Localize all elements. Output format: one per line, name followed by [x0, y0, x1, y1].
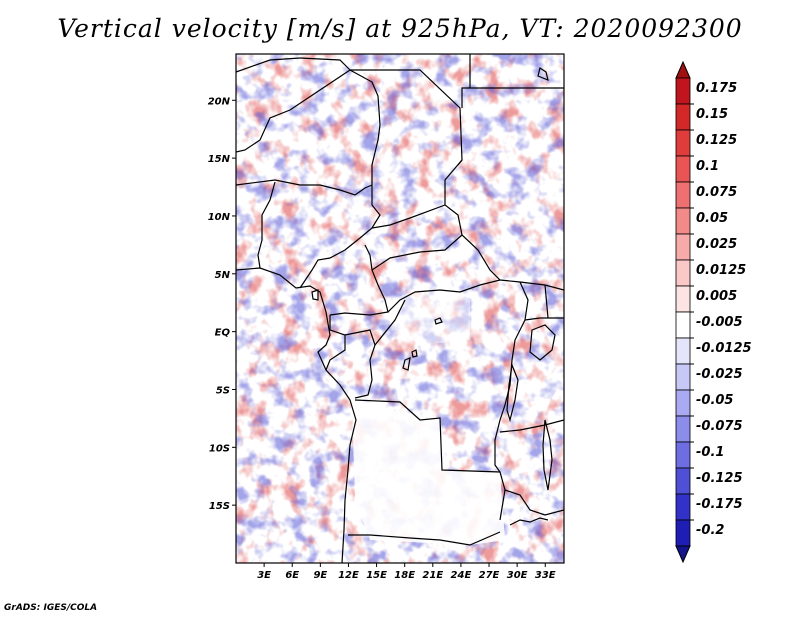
colorbar-swatch — [675, 207, 691, 235]
lat-tick-label: 5N — [215, 270, 231, 281]
colorbar-label: -0.0125 — [696, 341, 752, 356]
colorbar-swatch — [675, 519, 691, 547]
colorbar-label: -0.05 — [696, 393, 733, 408]
colorbar-label: 0.1 — [696, 159, 719, 174]
lat-tick-label: 15N — [208, 154, 231, 165]
lon-tick-label: 3E — [257, 570, 271, 581]
colorbar-swatch — [675, 441, 691, 469]
lat-tick-label: 5S — [216, 385, 230, 396]
colorbar-swatch — [675, 103, 691, 131]
lon-tick-label: 21E — [422, 570, 443, 581]
colorbar-label: 0.15 — [696, 107, 728, 122]
lat-tick-label: 20N — [208, 96, 231, 107]
lon-tick-label: 30E — [507, 570, 528, 581]
colorbar-top-arrow — [675, 60, 691, 79]
colorbar-label: -0.175 — [696, 497, 743, 512]
colorbar-label: -0.125 — [696, 471, 743, 486]
footer-credit: GrADS: IGES/COLA — [4, 603, 98, 613]
lon-tick-label: 9E — [313, 570, 327, 581]
lon-tick-label: 12E — [338, 570, 359, 581]
colorbar-label: 0.125 — [696, 133, 737, 148]
colorbar-swatch — [675, 129, 691, 157]
map-field — [236, 54, 564, 563]
colorbar-label: -0.075 — [696, 419, 743, 434]
lon-tick-label: 18E — [394, 570, 415, 581]
lon-tick-label: 15E — [366, 570, 387, 581]
colorbar-swatch — [675, 285, 691, 313]
colorbar-label: 0.175 — [696, 81, 737, 96]
colorbar-swatch — [675, 311, 691, 339]
colorbar-label: 0.0125 — [696, 263, 746, 278]
colorbar-swatch — [675, 389, 691, 417]
colorbar-swatch — [675, 155, 691, 183]
lon-tick-label: 24E — [451, 570, 472, 581]
colorbar-swatch — [675, 415, 691, 443]
latitude-axis: 20N 15N 10N 5N EQ 5S 10S 15S — [208, 96, 236, 512]
colorbar-label: 0.025 — [696, 237, 737, 252]
colorbar-swatch — [675, 181, 691, 209]
colorbar-swatch — [675, 77, 691, 105]
lat-tick-label: 15S — [209, 501, 230, 512]
colorbar-bottom-arrow — [675, 545, 691, 564]
colorbar-label: 0.005 — [696, 289, 737, 304]
lon-tick-label: 33E — [535, 570, 556, 581]
colorbar: 0.175 0.15 0.125 0.1 0.075 0.05 0.025 0.0125 0.0… — [675, 60, 752, 564]
colorbar-swatch — [675, 363, 691, 391]
country-borders — [236, 54, 564, 563]
lat-tick-label: 10N — [208, 212, 231, 223]
colorbar-label: -0.025 — [696, 367, 743, 382]
colorbar-swatch — [675, 493, 691, 521]
lon-tick-label: 27E — [479, 570, 500, 581]
map-frame — [235, 53, 565, 564]
longitude-axis: 3E 6E 9E 12E 15E 18E 21E 24E 27E 30E 33E — [257, 563, 556, 581]
lon-tick-label: 6E — [285, 570, 299, 581]
lat-tick-label: 10S — [209, 443, 230, 454]
colorbar-swatch — [675, 259, 691, 287]
chart-title: Vertical velocity [m/s] at 925hPa, VT: 2… — [57, 14, 743, 43]
colorbar-label: 0.075 — [696, 185, 737, 200]
colorbar-swatch — [675, 233, 691, 261]
colorbar-label: -0.2 — [696, 523, 724, 538]
colorbar-label: 0.05 — [696, 211, 728, 226]
lat-tick-label: EQ — [215, 328, 231, 339]
colorbar-swatch — [675, 467, 691, 495]
colorbar-label: -0.1 — [696, 445, 724, 460]
colorbar-swatch — [675, 337, 691, 365]
colorbar-label: -0.005 — [696, 315, 743, 330]
